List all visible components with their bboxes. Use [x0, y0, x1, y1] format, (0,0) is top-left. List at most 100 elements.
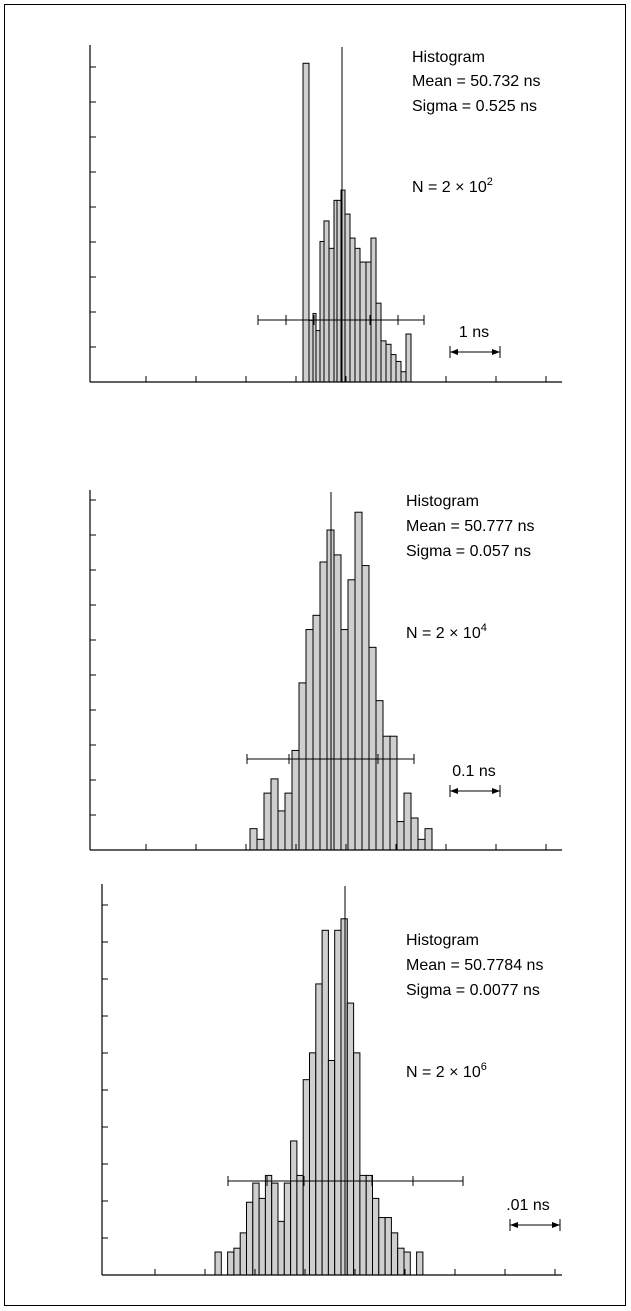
- histogram-bar: [256, 838, 265, 851]
- histogram-bar: [354, 511, 363, 851]
- histogram-bar: [296, 1174, 304, 1276]
- histogram-bar: [396, 821, 405, 851]
- histogram-bar: [417, 838, 426, 851]
- histogram-bar: [312, 614, 321, 851]
- histogram-bar: [246, 1201, 254, 1276]
- histogram-bar: [346, 1002, 355, 1276]
- histogram-title: Histogram: [406, 493, 479, 510]
- histogram-bar: [302, 62, 310, 383]
- histogram-bar: [264, 1174, 273, 1276]
- sample-count-exponent: 6: [481, 1061, 487, 1073]
- sample-count-label: N = 2 × 106: [406, 1061, 487, 1081]
- histogram-bar: [298, 682, 307, 851]
- histogram-bar: [319, 561, 328, 851]
- mean-label: Mean = 50.732 ns: [412, 73, 541, 90]
- histogram-panel-2: 0.1 ns Histogram Mean = 50.777 ns Sigma = 0…: [89, 490, 562, 851]
- histogram-bar: [372, 1197, 380, 1276]
- histogram-bar: [270, 778, 279, 851]
- histogram-bar: [308, 319, 314, 383]
- histogram-bar: [319, 240, 325, 383]
- histogram-bars: [302, 62, 412, 383]
- sample-count-exponent: 4: [481, 622, 487, 634]
- scale-arrow-left: [450, 349, 458, 355]
- histogram-bar: [397, 1247, 405, 1276]
- histogram-bar: [359, 1174, 367, 1276]
- histogram-bar: [410, 817, 419, 851]
- histogram-bar: [252, 1182, 260, 1276]
- histogram-bar: [380, 340, 387, 383]
- histogram-bar: [333, 554, 342, 851]
- sigma-label: Sigma = 0.525 ns: [412, 98, 537, 115]
- sample-count-exponent: 2: [487, 176, 493, 188]
- histogram-bar: [375, 700, 384, 851]
- histogram-bar: [328, 247, 335, 383]
- histogram-bar: [334, 929, 342, 1276]
- histogram-bar: [249, 828, 258, 851]
- histogram-bar: [277, 1220, 285, 1276]
- histogram-bars: [249, 511, 433, 851]
- histogram-bar: [347, 579, 356, 851]
- histogram-bar: [395, 360, 402, 383]
- scale-arrow-left: [510, 1222, 518, 1228]
- histogram-bar: [375, 302, 382, 383]
- histogram-bar: [271, 1182, 279, 1276]
- histogram-bar: [291, 749, 300, 851]
- histogram-bar: [361, 565, 370, 851]
- histogram-bar: [340, 918, 348, 1276]
- histogram-bar: [277, 810, 286, 851]
- scale-arrow-left: [450, 788, 458, 794]
- scale-arrow-right: [492, 788, 500, 794]
- histogram-bar: [233, 1247, 241, 1276]
- scale-label: 1 ns: [459, 324, 489, 341]
- histogram-bar: [354, 247, 361, 383]
- histogram-bar: [403, 792, 412, 851]
- histogram-bar: [309, 1052, 317, 1276]
- histogram-bar: [368, 646, 377, 851]
- histogram-bar: [305, 629, 314, 851]
- histogram-bar: [378, 1217, 386, 1276]
- histogram-bar: [390, 354, 397, 383]
- scale-arrow-right: [552, 1222, 560, 1228]
- histogram-bar: [353, 1052, 361, 1276]
- histogram-bar: [389, 735, 398, 851]
- histogram-bar: [385, 343, 392, 383]
- histogram-bar: [239, 1232, 247, 1276]
- sample-count-label: N = 2 × 102: [412, 176, 493, 196]
- sample-count-base: N = 2 × 10: [412, 179, 487, 196]
- histogram-bar: [365, 1174, 374, 1276]
- histogram-bar: [227, 1251, 235, 1276]
- scale-label: 0.1 ns: [452, 763, 496, 780]
- histogram-panel-1: 1 ns Histogram Mean = 50.732 ns Sigma = 0.5…: [89, 45, 562, 383]
- histogram-bar: [416, 1251, 424, 1276]
- histogram-bar: [405, 333, 412, 383]
- histogram-panel-3: .01 ns Histogram Mean = 50.7784 ns Sigma = …: [101, 884, 562, 1276]
- histogram-bar: [359, 261, 367, 383]
- histogram-bars: [214, 918, 424, 1276]
- histogram-bar: [315, 983, 323, 1276]
- sample-count-base: N = 2 × 10: [406, 1064, 481, 1081]
- scale-arrow-right: [492, 349, 500, 355]
- histogram-title: Histogram: [406, 932, 479, 949]
- histogram-bar: [315, 330, 321, 383]
- sample-count-label: N = 2 × 104: [406, 622, 487, 642]
- histogram-bar: [321, 929, 329, 1276]
- histogram-bar: [390, 1232, 399, 1276]
- sigma-label: Sigma = 0.0077 ns: [406, 982, 540, 999]
- histogram-bar: [370, 237, 377, 383]
- histogram-bar: [344, 213, 351, 383]
- histogram-bar: [384, 1217, 392, 1276]
- histogram-bar: [263, 792, 272, 851]
- histogram-bar: [382, 735, 391, 851]
- mean-label: Mean = 50.7784 ns: [406, 957, 543, 974]
- histogram-title: Histogram: [412, 49, 485, 66]
- scale-label: .01 ns: [506, 1197, 550, 1214]
- mean-label: Mean = 50.777 ns: [406, 518, 535, 535]
- histogram-bar: [290, 1140, 298, 1276]
- histogram-bar: [424, 828, 433, 851]
- histogram-bar: [283, 1182, 292, 1276]
- histogram-bar: [400, 371, 407, 383]
- histogram-bar: [336, 199, 342, 383]
- histogram-bar: [214, 1251, 222, 1276]
- histogram-bar: [349, 237, 356, 383]
